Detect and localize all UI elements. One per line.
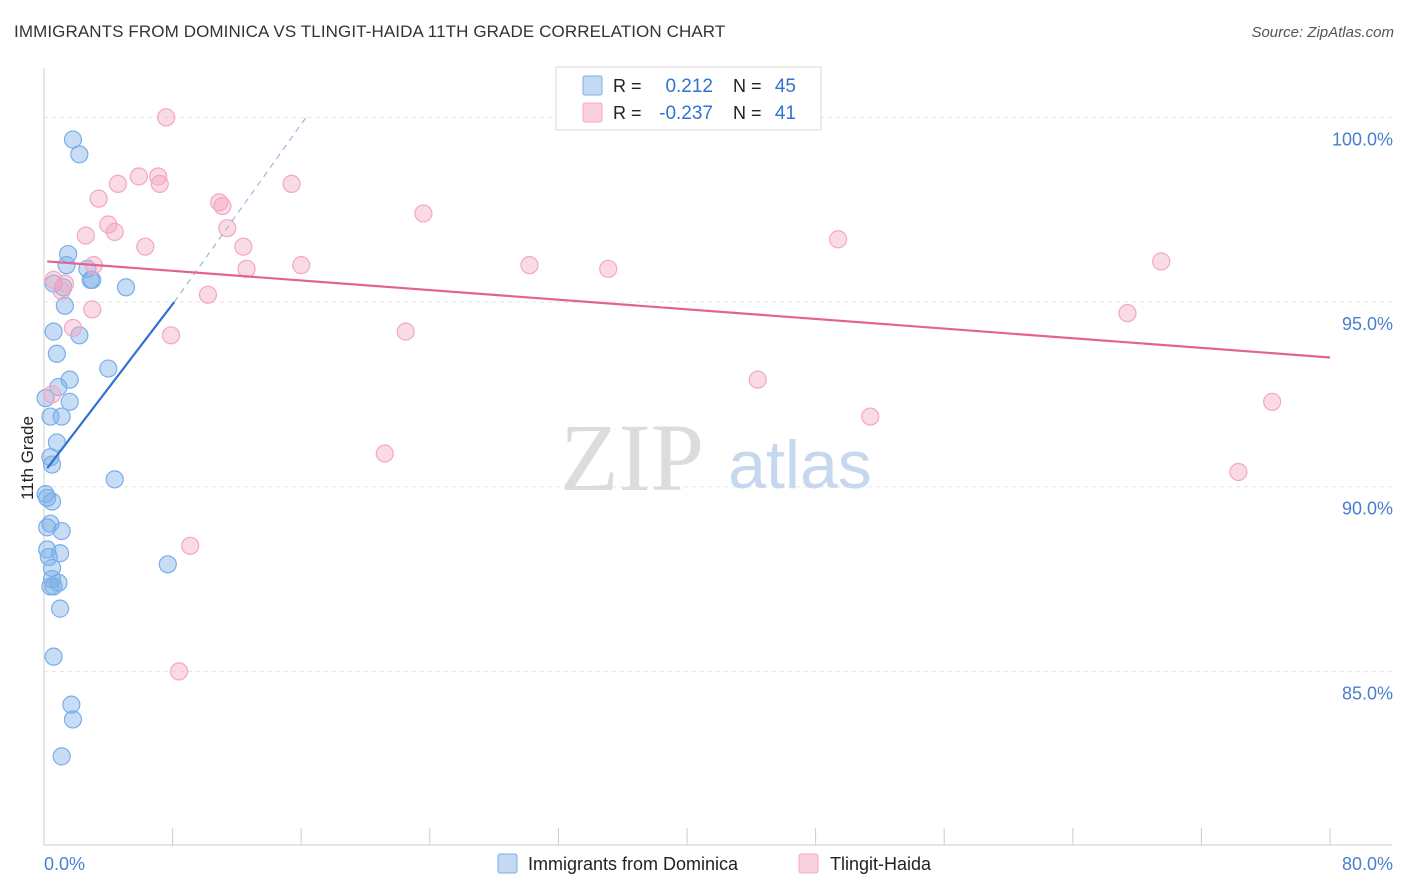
x-tick-label-max: 80.0% [1342,854,1393,874]
dominica-point-13 [47,344,66,363]
tlingit-point-15 [829,230,848,249]
data-points [36,108,1282,766]
tlingit-point-13 [105,222,124,241]
dominica-point-38 [158,555,177,574]
tlingit-point-3 [149,167,168,186]
stats-n-label-1: N = [733,76,762,96]
dominica-point-20 [52,407,71,426]
y-axis-label: 11th Grade [18,416,37,500]
dominica-point-11 [44,322,63,341]
dominica-point-1 [70,145,89,164]
dominica-point-15 [60,370,79,389]
axes: 100.0% 95.0% 90.0% 85.0% [43,68,1393,846]
stats-r-value-2: -0.237 [659,103,713,124]
dominica-point-41 [62,695,81,714]
legend-label-dominica: Immigrants from Dominica [528,854,739,874]
stats-swatch-tlingit [582,102,603,123]
tlingit-point-17 [234,237,253,256]
dominica-point-24 [105,470,124,489]
tlingit-point-36 [861,407,880,426]
watermark-zip: ZIP [560,404,704,511]
tlingit-point-39 [181,536,200,555]
y-tick-label-0: 100.0% [1332,129,1393,149]
tlingit-point-40 [169,662,189,681]
tlingit-point-2 [129,167,148,186]
chart-title: IMMIGRANTS FROM DOMINICA VS TLINGIT-HAID… [14,22,726,41]
tlingit-point-5 [108,174,128,193]
chart-source: Source: ZipAtlas.com [1251,24,1394,41]
stats-swatch-dominica [582,75,603,96]
tlingit-point-9 [213,196,232,216]
tlingit-point-26 [52,281,71,301]
dominica-point-39 [50,599,70,618]
tlingit-point-10 [414,204,433,223]
stats-n-value-1: 45 [775,76,796,97]
dominica-point-22 [42,455,62,474]
tlingit-point-22 [237,259,256,278]
legend-label-tlingit: Tlingit-Haida [830,854,932,874]
dominica-point-32 [39,547,58,567]
dominica-point-3 [57,256,76,275]
x-tick-label-min: 0.0% [44,854,85,874]
legend-swatch-tlingit [798,853,819,874]
dominica-point-17 [60,392,79,411]
dominica-point-42 [63,710,83,729]
dominica-point-37 [44,577,63,596]
tlingit-point-35 [1263,392,1282,411]
dominica-point-27 [38,488,57,507]
tlingit-trend-line [47,260,1331,359]
tlingit-point-38 [1229,462,1248,482]
tlingit-point-29 [1118,304,1137,323]
legend-swatch-dominica [497,853,518,874]
dominica-point-12 [70,326,89,345]
dominica-point-43 [52,747,71,766]
tlingit-point-31 [161,326,181,345]
stats-r-label-1: R = [613,76,642,96]
tlingit-point-16 [136,237,155,256]
stats-n-label-2: N = [733,103,762,123]
dominica-point-6 [83,270,102,290]
watermark: ZIP atlas [560,404,872,511]
y-tick-label-1: 95.0% [1342,314,1393,334]
dominica-point-7 [116,278,136,297]
y-tick-label-2: 90.0% [1342,499,1393,519]
tlingit-point-20 [292,256,311,275]
tlingit-point-4 [150,174,169,193]
dominica-point-40 [44,647,63,666]
y-tick-label-3: 85.0% [1342,683,1393,703]
dominica-point-16 [49,377,68,397]
dominica-trend-extension [173,117,307,303]
stats-r-label-2: R = [613,103,642,123]
watermark-atlas: atlas [728,427,872,503]
trend-lines [46,117,1331,469]
stats-r-value-1: 0.212 [665,76,713,97]
tlingit-point-34 [42,385,62,404]
dominica-point-10 [55,296,74,315]
tlingit-point-28 [83,300,102,319]
tlingit-point-21 [520,256,539,275]
dominica-trend-line [46,301,176,469]
dominica-point-29 [52,521,71,541]
tlingit-point-14 [76,226,95,245]
tlingit-point-32 [396,322,415,341]
dominica-point-30 [38,518,57,537]
tlingit-point-7 [89,189,108,208]
tlingit-point-18 [1152,252,1171,271]
tlingit-point-27 [198,285,218,304]
dominica-point-44 [38,540,57,559]
tlingit-point-23 [599,259,618,278]
tlingit-point-30 [63,318,83,338]
series-legend: Immigrants from Dominica Tlingit-Haida [497,853,932,874]
dominica-point-14 [99,359,118,378]
stats-legend: R = 0.212 N = 45 R = -0.237 N = 41 [555,66,822,131]
tlingit-point-0 [157,108,176,127]
stats-n-value-2: 41 [775,103,796,124]
tlingit-point-33 [748,370,767,389]
tlingit-point-6 [282,174,301,193]
tlingit-point-11 [99,215,118,234]
tlingit-point-37 [375,444,394,463]
